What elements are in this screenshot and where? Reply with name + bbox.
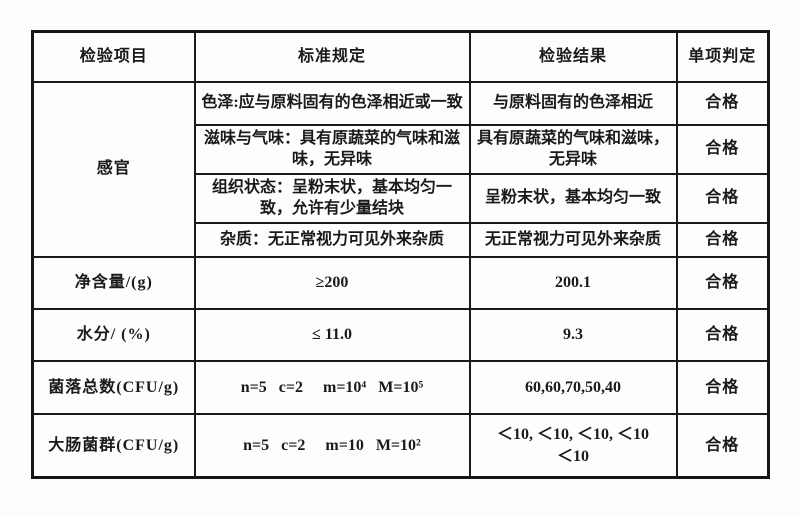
table-row-texture: 组织状态：呈粉末状，基本均匀一致，允许有少量结块 呈粉末状，基本均匀一致 合格 [33,172,770,224]
table-row-moisture: 水分/ (%) ≤ 11.0 9.3 合格 [31,307,770,362]
header-standard: 标准规定 [193,30,471,83]
table-header-row: 检验项目 标准规定 检验结果 单项判定 [31,30,770,83]
item-cell-net-content: 净含量/(g) [31,255,196,310]
judgment-cell: 合格 [675,412,770,479]
table-row-colony-count: 菌落总数(CFU/g) n=5 c=2 m=10⁴ M=10⁵ 60,60,70… [31,359,770,415]
result-cell: 200.1 [468,255,678,310]
judgment-cell: 合格 [675,221,770,258]
table-row-color: 感官 色泽:应与原料固有的色泽相近或一致 与原料固有的色泽相近 合格 [31,80,770,258]
result-cell: 具有原蔬菜的气味和滋味， 无异味 [468,123,678,175]
table-row-net-content: 净含量/(g) ≥200 200.1 合格 [31,255,770,310]
judgment-cell: 合格 [675,255,770,310]
table-row-taste-odor: 滋味与气味：具有原蔬菜的气味和滋味，无异味 具有原蔬菜的气味和滋味， 无异味 合… [33,123,770,175]
table-row-impurity: 杂质：无正常视力可见外来杂质 无正常视力可见外来杂质 合格 [33,221,770,258]
standard-cell: 杂质：无正常视力可见外来杂质 [193,221,471,258]
item-cell-moisture: 水分/ (%) [31,307,196,362]
result-cell: 60,60,70,50,40 [468,359,678,415]
standard-cell: n=5 c=2 m=10 M=10² [193,412,471,479]
item-cell-coliform: 大肠菌群(CFU/g) [31,412,196,479]
result-cell: 9.3 [468,307,678,362]
standard-cell: 滋味与气味：具有原蔬菜的气味和滋味，无异味 [193,123,471,175]
judgment-cell: 合格 [675,359,770,415]
judgment-cell: 合格 [675,172,770,224]
header-result: 检验结果 [468,30,678,83]
judgment-cell: 合格 [675,80,770,126]
standard-cell: 组织状态：呈粉末状，基本均匀一致，允许有少量结块 [193,172,471,224]
result-cell: 呈粉末状，基本均匀一致 [468,172,678,224]
header-judgment: 单项判定 [675,30,770,83]
standard-cell: 色泽:应与原料固有的色泽相近或一致 [193,80,471,126]
item-cell-sensory: 感官 [31,80,196,258]
judgment-cell: 合格 [675,123,770,175]
standard-cell: n=5 c=2 m=10⁴ M=10⁵ [193,359,471,415]
standard-cell: ≤ 11.0 [193,307,471,362]
inspection-table: 检验项目 标准规定 检验结果 单项判定 感官 色泽:应与原料固有的色泽相近或一致… [31,30,770,480]
result-cell: ＜10, ＜10, ＜10, ＜10 ＜10 [468,412,678,479]
result-cell: 无正常视力可见外来杂质 [468,221,678,258]
table-row-coliform: 大肠菌群(CFU/g) n=5 c=2 m=10 M=10² ＜10, ＜10,… [31,412,770,479]
item-cell-colony-count: 菌落总数(CFU/g) [31,359,196,415]
judgment-cell: 合格 [675,307,770,362]
result-cell: 与原料固有的色泽相近 [468,80,678,126]
standard-cell: ≥200 [193,255,471,310]
header-inspection-item: 检验项目 [31,30,196,83]
